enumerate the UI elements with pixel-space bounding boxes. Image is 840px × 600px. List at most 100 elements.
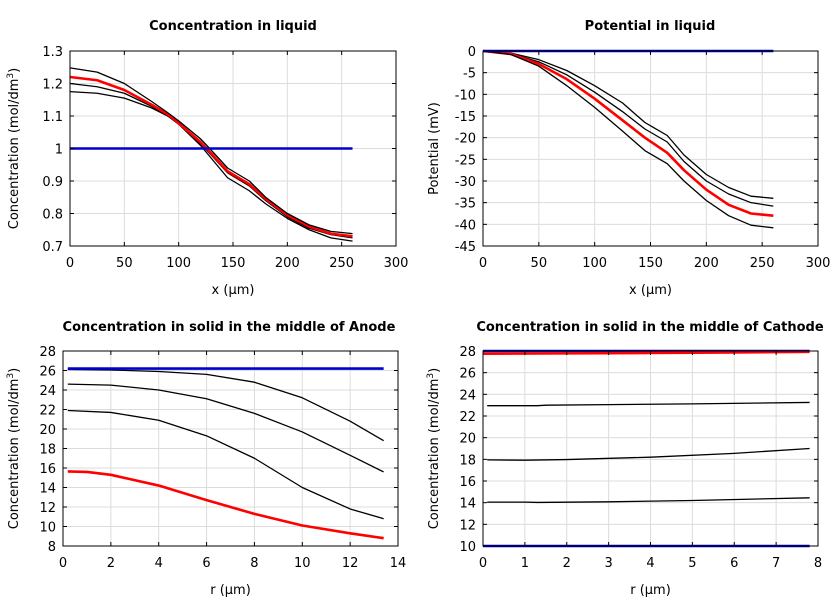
series-line [487,447,810,461]
y-tick-label: 22 [39,404,56,419]
y-axis-label: Potential (mV) [427,102,442,195]
x-tick-label: 8 [250,556,258,571]
series-line [67,383,384,473]
series-line [67,368,384,442]
y-axis-label-text: Concentration (mol/dm [7,79,22,230]
x-axis-label: r (µm) [630,583,671,598]
y-tick-label: 18 [39,443,56,458]
series-line [487,401,810,407]
y-tick-label: 10 [39,521,56,536]
y-tick-label: 24 [459,388,476,403]
y-tick-label: 28 [459,345,476,360]
y-tick-label: -40 [455,218,476,233]
y-tick-label: 8 [48,540,56,555]
y-tick-label: 28 [39,345,56,360]
chart-3: 0 2 4 6 8 10 12 14810121416182022242628Concentr… [6,320,406,598]
y-axis-label-superscript: 3 [6,73,16,79]
y-axis-label: Concentration (mol/dm3) [426,368,442,530]
y-tick-label: -30 [455,175,476,190]
chart-title: Concentration in liquid [149,19,317,34]
x-axis-label: x (µm) [629,283,672,298]
y-tick-label: 20 [459,432,476,447]
x-tick-label: 200 [694,256,719,271]
y-axis-label-close: ) [7,368,22,373]
y-axis-label: Concentration (mol/dm3) [6,368,22,530]
y-tick-label: 12 [39,501,56,516]
chart-title: Concentration in solid in the middle of … [63,320,396,335]
y-tick-label: 20 [39,423,56,438]
series-line [482,50,774,199]
y-tick-label: 26 [39,365,56,380]
series-line [482,49,774,217]
x-tick-label: 100 [166,256,191,271]
x-tick-label: 4 [155,556,163,571]
x-tick-label: 0 [479,556,487,571]
series-line [69,67,353,235]
y-tick-label: 16 [39,462,56,477]
series-line [69,75,353,238]
series-line [69,90,353,242]
chart-2: 0 50 100 150 200 250 300 0 -5 -10 -15 -20 -25 -30 -35 -… [427,19,830,298]
y-tick-label: -45 [455,240,476,255]
chart-1: 0 50 100 150 200 250 300 0.7 0.8 0.9 1 1.1 1.2 1.3 Con… [6,19,408,298]
x-tick-label: 0 [59,556,67,571]
y-axis-label: Concentration (mol/dm3) [6,68,22,230]
y-axis-label-close: ) [7,68,22,73]
y-tick-label: 18 [459,453,476,468]
y-tick-label: 24 [39,384,56,399]
x-tick-label: 50 [116,256,133,271]
series-line [487,497,810,504]
chart-title: Concentration in solid in the middle of … [476,320,824,335]
y-tick-label: 26 [459,367,476,382]
x-tick-label: 150 [221,256,246,271]
x-tick-label: 150 [638,256,663,271]
y-axis-label-text: Concentration (mol/dm [7,379,22,530]
x-tick-label: 200 [275,256,300,271]
y-tick-label: 1 [55,143,63,158]
x-tick-label: 2 [563,556,571,571]
x-tick-label: 12 [342,556,359,571]
y-tick-label: -10 [455,88,476,103]
x-tick-label: 14 [390,556,407,571]
y-axis-label-text: Concentration (mol/dm [427,379,442,530]
x-axis-label: x (µm) [212,283,255,298]
x-tick-label: 2 [107,556,115,571]
y-tick-label: 16 [459,475,476,490]
y-tick-label: 22 [459,410,476,425]
y-tick-label: 1.2 [42,78,63,93]
x-tick-label: 6 [202,556,210,571]
x-tick-label: 8 [814,556,822,571]
y-tick-label: 0.9 [42,175,63,190]
y-tick-label: -20 [455,132,476,147]
x-tick-label: 3 [604,556,612,571]
x-tick-label: 5 [688,556,696,571]
x-axis-label: r (µm) [210,583,251,598]
series-line [482,50,774,207]
x-tick-label: 250 [329,256,354,271]
y-tick-label: -25 [455,153,476,168]
x-tick-label: 6 [730,556,738,571]
y-tick-label: 0 [468,45,476,60]
x-tick-label: 300 [806,256,831,271]
series-line [67,470,384,540]
x-tick-label: 300 [384,256,409,271]
y-axis-label-superscript: 3 [426,373,436,379]
x-tick-label: 1 [521,556,529,571]
y-tick-label: 10 [459,540,476,555]
y-tick-label: 0.8 [42,208,63,223]
x-tick-label: 250 [750,256,775,271]
chart-title: Potential in liquid [585,19,716,34]
y-tick-label: -35 [455,197,476,212]
y-tick-label: 0.7 [42,240,63,255]
x-tick-label: 10 [294,556,311,571]
y-tick-label: 1.3 [42,45,63,60]
y-tick-label: 14 [39,482,56,497]
y-tick-label: 12 [459,518,476,533]
series-line [482,50,774,229]
y-axis-label-text: Potential (mV) [427,102,442,195]
y-tick-label: -15 [455,110,476,125]
y-axis-label-superscript: 3 [6,373,16,379]
series-line [67,409,384,520]
x-tick-label: 7 [772,556,780,571]
